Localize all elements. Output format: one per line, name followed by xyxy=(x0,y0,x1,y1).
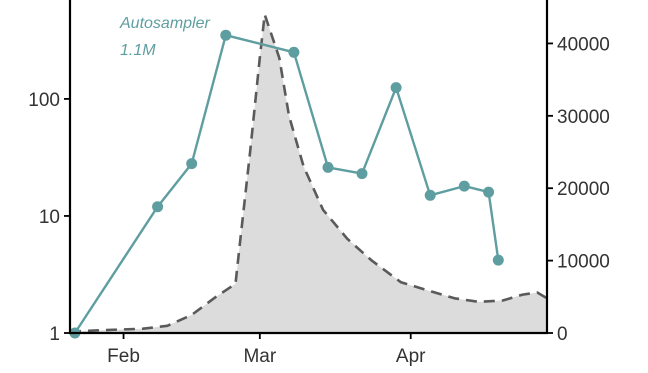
right-axis-tick-label: 10000 xyxy=(557,252,610,273)
x-axis-tick-label: Feb xyxy=(107,346,140,367)
right-axis-tick-label: 40000 xyxy=(557,34,610,55)
area-fill xyxy=(70,14,547,333)
left-axis-tick-label: 10 xyxy=(39,207,60,228)
teal-series-point xyxy=(483,186,495,198)
teal-series-point xyxy=(288,46,300,58)
teal-series-point xyxy=(220,29,232,41)
annotation-line-2: 1.1M xyxy=(120,42,156,59)
x-axis-tick-label: Apr xyxy=(396,346,426,367)
right-axis-tick-label: 20000 xyxy=(557,179,610,200)
annotation: Autosampler 1.1M xyxy=(119,15,210,59)
area-layer xyxy=(69,13,548,333)
right-axis-tick-label: 30000 xyxy=(557,107,610,128)
line-layer xyxy=(69,29,504,339)
annotation-line-1: Autosampler xyxy=(119,15,210,32)
left-axis-tick-label: 100 xyxy=(28,90,60,111)
teal-series-point xyxy=(152,201,164,213)
teal-series-point xyxy=(186,158,198,170)
axes-layer: 1 10 100 0 10000 20000 30000 40000 Feb Mar Apr xyxy=(28,0,610,367)
teal-series-point xyxy=(356,168,368,180)
right-axis-tick-label: 0 xyxy=(557,324,568,345)
left-axis-tick-label: 1 xyxy=(49,324,60,345)
x-axis-tick-label: Mar xyxy=(243,346,276,367)
teal-series-point xyxy=(492,254,504,266)
teal-series-point xyxy=(458,180,470,192)
dashed-series-line xyxy=(69,13,548,333)
teal-series-point xyxy=(424,189,436,201)
teal-series-point xyxy=(322,161,334,173)
teal-series-point xyxy=(390,82,402,94)
